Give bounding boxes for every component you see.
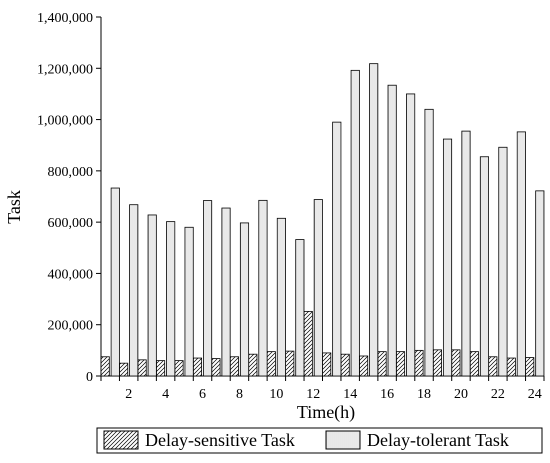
bar-delay-sensitive: [322, 352, 332, 377]
bar-delay-tolerant: [166, 221, 176, 377]
x-tick-label: 8: [236, 387, 243, 402]
bar-delay-sensitive: [525, 357, 535, 377]
x-tick-label: 12: [306, 387, 320, 402]
bar-delay-sensitive: [488, 356, 498, 377]
x-tick-label: 2: [125, 387, 132, 402]
bar-delay-tolerant: [221, 207, 231, 377]
bar-delay-sensitive: [377, 351, 387, 377]
x-tick-label: 24: [528, 387, 542, 402]
bar-delay-tolerant: [498, 146, 508, 377]
plot-area: 0 200,000 400,000 600,000 800,000 1,000,000 1,…: [37, 11, 545, 402]
bar-delay-tolerant: [295, 239, 305, 377]
bar-delay-sensitive: [359, 355, 369, 377]
bar-delay-sensitive: [469, 351, 479, 377]
y-tick-label: 0: [86, 370, 93, 385]
bar-delay-sensitive: [451, 349, 461, 377]
bar-delay-tolerant: [406, 93, 416, 377]
bar-delay-tolerant: [461, 130, 471, 377]
bar-delay-tolerant: [387, 84, 397, 377]
bar-delay-sensitive: [432, 349, 442, 377]
y-tick-label: 1,000,000: [37, 114, 93, 129]
bar-delay-tolerant: [129, 204, 139, 377]
bar-delay-tolerant: [516, 131, 526, 377]
bar-delay-tolerant: [184, 226, 194, 377]
bar-delay-tolerant: [369, 63, 379, 377]
x-axis-title: Time(h): [297, 402, 355, 423]
legend: Delay-sensitive Task Delay-tolerant Task: [96, 427, 543, 454]
bar-delay-tolerant: [203, 200, 213, 377]
x-tick-label: 10: [269, 387, 283, 402]
y-tick-label: 200,000: [48, 319, 94, 334]
legend-frame: [96, 427, 543, 454]
bar-delay-tolerant: [258, 199, 268, 377]
bar-delay-sensitive: [100, 356, 110, 377]
bar-delay-sensitive: [248, 353, 258, 377]
x-tick-label: 14: [343, 387, 357, 402]
legend-label-delay-tolerant: Delay-tolerant Task: [367, 430, 509, 450]
y-tick-label: 1,400,000: [37, 11, 93, 26]
bar-delay-sensitive: [340, 353, 350, 377]
y-tick-label: 600,000: [48, 216, 94, 231]
bar-delay-tolerant: [442, 138, 453, 377]
bar-delay-sensitive: [229, 356, 239, 377]
bar-delay-tolerant: [147, 214, 157, 377]
x-tick-label: 6: [199, 387, 206, 402]
y-tick-label: 1,200,000: [37, 62, 93, 77]
bar-delay-sensitive: [266, 351, 276, 377]
x-tick-label: 22: [491, 387, 505, 402]
bar-delay-tolerant: [239, 222, 250, 377]
bar-delay-tolerant: [350, 69, 360, 377]
bar-delay-tolerant: [424, 108, 434, 377]
legend-label-delay-sensitive: Delay-sensitive Task: [145, 430, 295, 450]
bar-delay-sensitive: [303, 310, 313, 377]
bar-delay-tolerant: [332, 121, 342, 377]
bar-delay-tolerant: [535, 190, 545, 377]
x-tick-label: 16: [380, 387, 394, 402]
bar-delay-tolerant: [276, 217, 286, 377]
bar-delay-tolerant: [479, 156, 489, 377]
bar-delay-sensitive: [414, 349, 424, 377]
y-tick-label: 800,000: [48, 165, 94, 180]
bar-delay-sensitive: [211, 358, 221, 377]
x-tick-label: 20: [454, 387, 468, 402]
y-tick-label: 400,000: [48, 267, 94, 282]
legend-swatch-delay-tolerant: [325, 430, 361, 450]
bar-delay-sensitive: [174, 360, 184, 377]
bar-delay-sensitive: [395, 351, 406, 377]
bar-delay-sensitive: [137, 359, 147, 377]
bar-delay-sensitive: [119, 362, 129, 377]
bar-delay-sensitive: [506, 357, 516, 377]
x-tick-label: 4: [162, 387, 169, 402]
bar-delay-sensitive: [192, 357, 203, 377]
legend-swatch-delay-sensitive: [103, 430, 139, 450]
bar-delay-tolerant: [313, 199, 323, 377]
y-axis-title: Task: [4, 190, 24, 224]
bar-delay-tolerant: [110, 187, 120, 377]
bar-delay-sensitive: [285, 350, 295, 377]
bar-delay-sensitive: [156, 360, 166, 377]
x-tick-label: 18: [417, 387, 431, 402]
